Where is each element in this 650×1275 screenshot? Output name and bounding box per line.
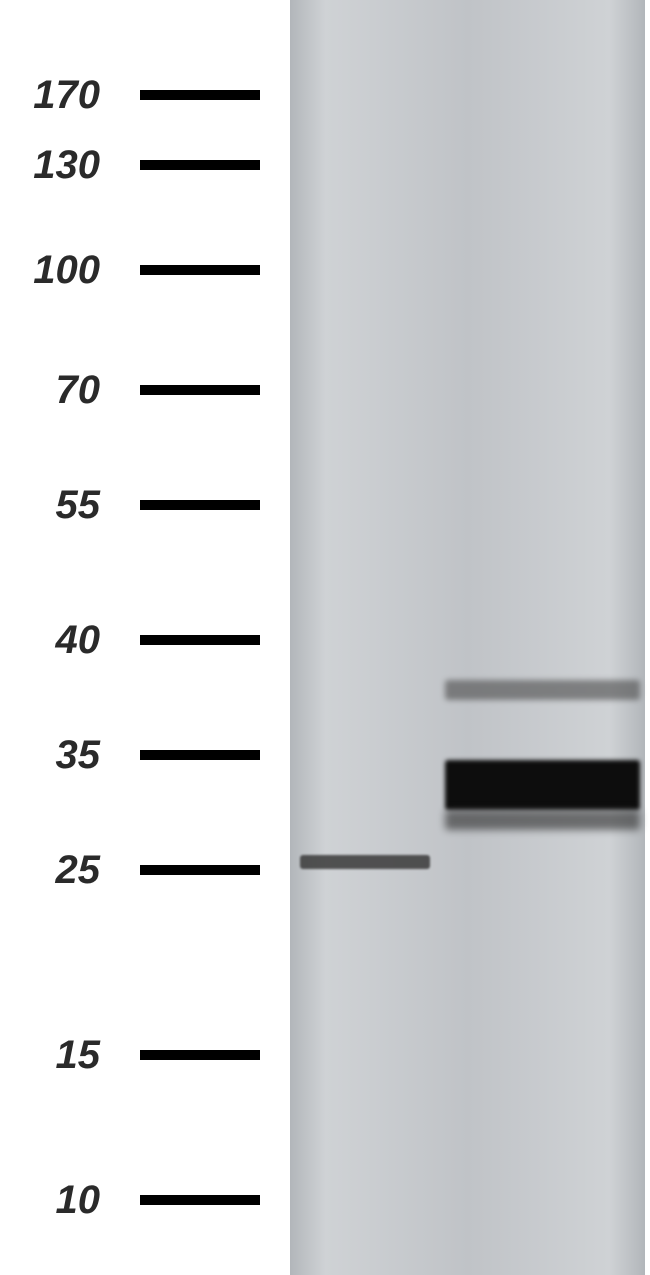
protein-band [300,855,430,869]
marker-label: 35 [0,733,120,778]
marker-label: 70 [0,368,120,413]
marker-row: 15 [0,1035,290,1075]
blot-membrane [290,0,645,1275]
lane-1 [300,0,430,1275]
marker-row: 40 [0,620,290,660]
marker-tick [140,385,260,395]
marker-row: 10 [0,1180,290,1220]
marker-label: 40 [0,618,120,663]
marker-label: 170 [0,73,120,118]
marker-tick [140,500,260,510]
marker-label: 15 [0,1033,120,1078]
marker-row: 25 [0,850,290,890]
marker-tick [140,1050,260,1060]
marker-label: 10 [0,1178,120,1223]
marker-row: 55 [0,485,290,525]
marker-label: 55 [0,483,120,528]
marker-row: 70 [0,370,290,410]
marker-tick [140,750,260,760]
marker-row: 35 [0,735,290,775]
marker-row: 170 [0,75,290,115]
marker-tick [140,265,260,275]
marker-tick [140,635,260,645]
protein-band [445,680,640,700]
marker-label: 100 [0,248,120,293]
marker-row: 100 [0,250,290,290]
marker-label: 25 [0,848,120,893]
molecular-weight-ladder: 170 130 100 70 55 40 35 25 15 10 [0,0,290,1275]
marker-tick [140,90,260,100]
protein-band [445,810,640,830]
marker-row: 130 [0,145,290,185]
marker-label: 130 [0,143,120,188]
marker-tick [140,1195,260,1205]
protein-band [445,760,640,810]
marker-tick [140,865,260,875]
marker-tick [140,160,260,170]
lane-2 [445,0,640,1275]
